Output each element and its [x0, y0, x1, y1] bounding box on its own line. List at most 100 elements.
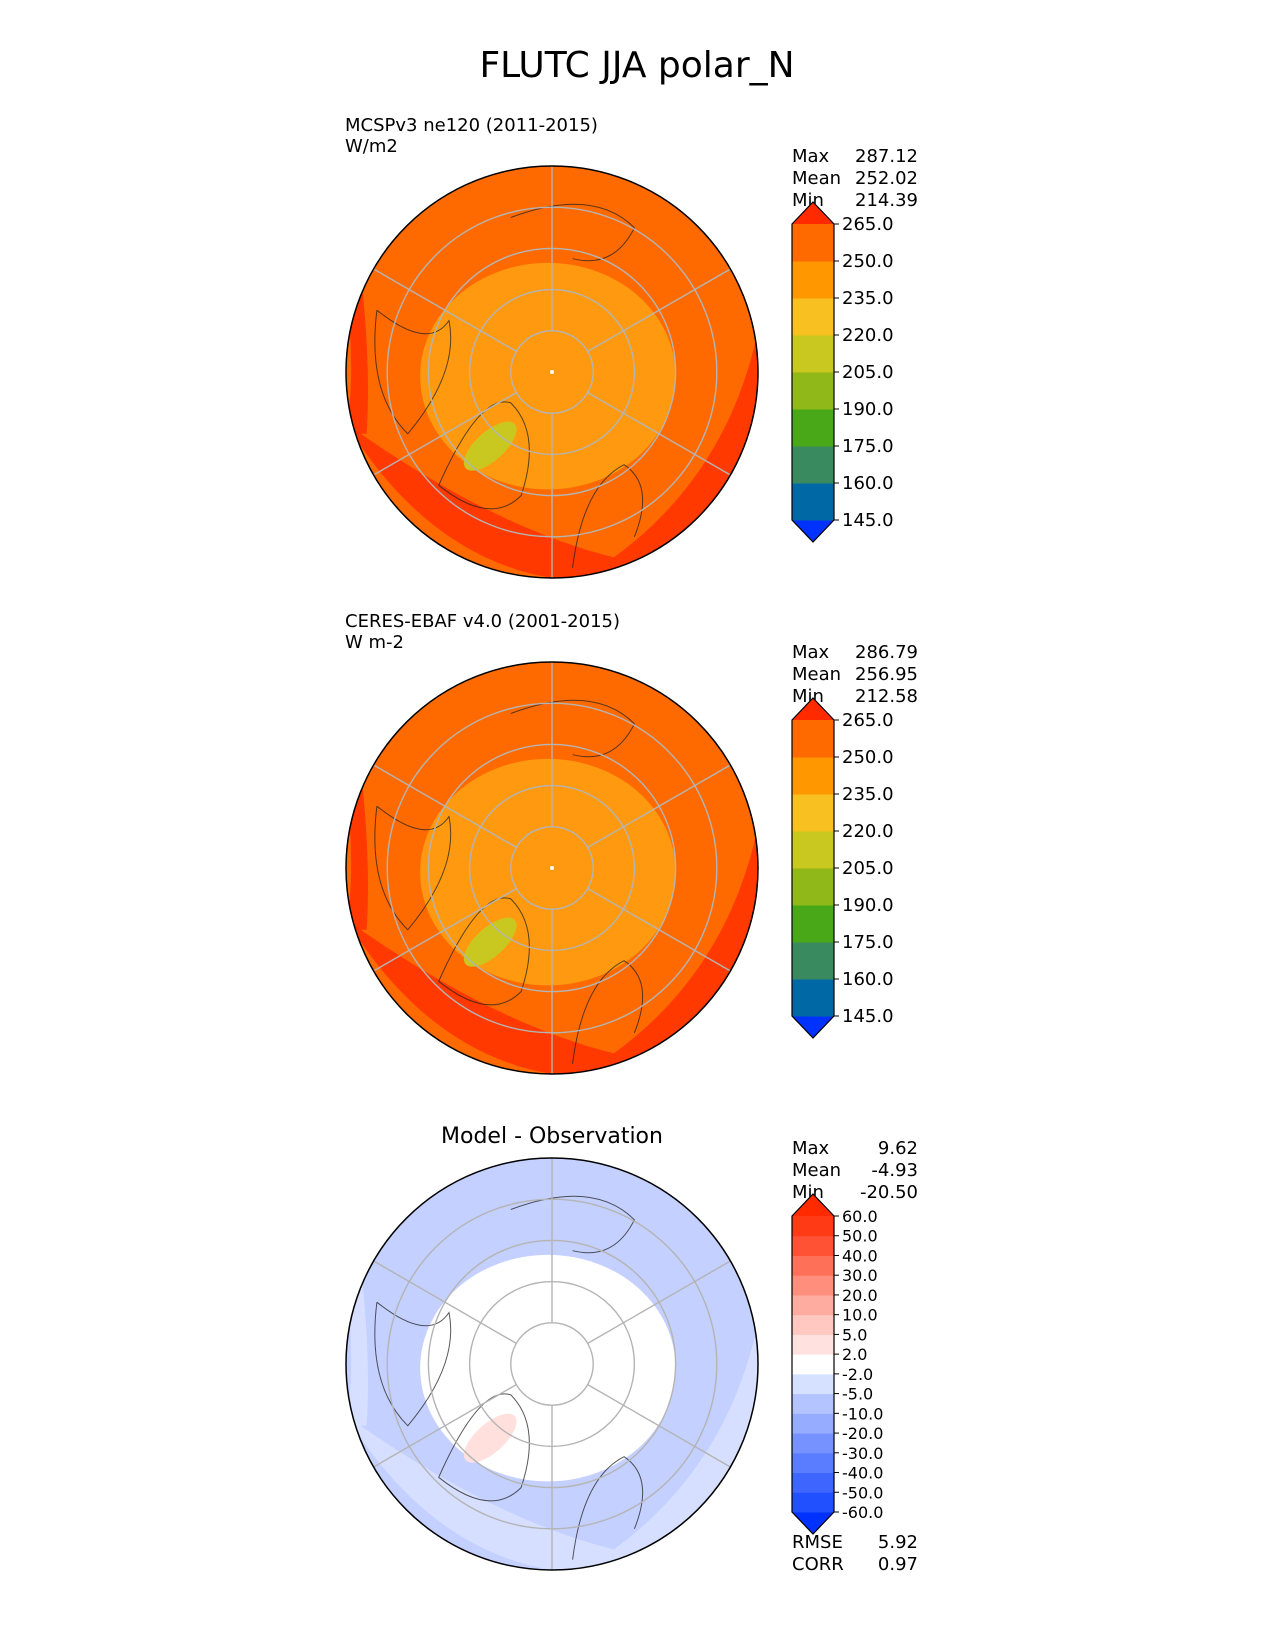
- colorbar-tick-label: 5.0: [842, 1325, 867, 1344]
- colorbar-tick-label: 190.0: [842, 399, 894, 420]
- panel-observation: CERES-EBAF v4.0 (2001-2015) W m-2 Max 28…: [345, 611, 918, 1075]
- coastline-canada: [374, 1301, 452, 1427]
- stat-label: Mean: [792, 168, 841, 189]
- colorbar-segment: [792, 942, 834, 980]
- colorbar-tick-label: 145.0: [842, 510, 894, 531]
- colorbar-difference: -60.0-50.0-40.0-30.0-20.0-10.0-5.0-2.02.…: [791, 1193, 883, 1535]
- colorbar-segment: [792, 261, 834, 299]
- coastline-siberia: [510, 699, 636, 758]
- panel-observation-stats: Max 286.79 Mean 256.95 Min 212.58: [792, 642, 918, 707]
- colorbar-tick-label: 60.0: [842, 1207, 878, 1226]
- colorbar-segment: [792, 1452, 834, 1474]
- meridian-line: [373, 887, 517, 972]
- stat-value: 256.95: [855, 664, 918, 685]
- polar-map-model: [345, 165, 759, 579]
- colorbar-tick-label: 190.0: [842, 895, 894, 916]
- map-boundary: [345, 165, 759, 579]
- meridian-line: [587, 764, 731, 849]
- metric-value: 5.92: [878, 1532, 918, 1553]
- colorbar-tick-label: 235.0: [842, 288, 894, 309]
- colorbar-tick-label: -60.0: [842, 1503, 883, 1522]
- coastline-scandinavia: [572, 464, 644, 568]
- colorbar-tick-label: 175.0: [842, 932, 894, 953]
- panel-model: MCSPv3 ne120 (2011-2015) W/m2 Max 287.12…: [345, 115, 918, 579]
- colorbar-tick-label: -20.0: [842, 1424, 883, 1443]
- colorbar-tick-label: 220.0: [842, 821, 894, 842]
- colorbar-segment: [792, 1472, 834, 1493]
- colorbar-tick-label: -2.0: [842, 1365, 873, 1384]
- colorbar-tick-label: 265.0: [842, 710, 894, 731]
- colorbar-tick-label: 160.0: [842, 473, 894, 494]
- stat-value: 9.62: [878, 1138, 918, 1159]
- panel-observation-units: W m-2: [345, 632, 404, 653]
- colorbar-tick-label: 205.0: [842, 362, 894, 383]
- colorbar-segment: [792, 757, 834, 795]
- colorbar-tick-label: 250.0: [842, 747, 894, 768]
- panel-model-stats: Max 287.12 Mean 252.02 Min 214.39: [792, 146, 918, 211]
- colorbar-tick-label: 250.0: [842, 251, 894, 272]
- meridian-line: [587, 268, 731, 353]
- meridian-line: [373, 268, 517, 353]
- colorbar-tick-label: 40.0: [842, 1246, 878, 1265]
- colorbar-segment: [792, 372, 834, 410]
- graticule: [373, 1158, 731, 1570]
- coastline-scandinavia: [572, 1456, 644, 1560]
- colorbar-tick-label: -30.0: [842, 1444, 883, 1463]
- meridian-line: [587, 391, 731, 476]
- colorbar-tick-label: 220.0: [842, 325, 894, 346]
- coastline-greenland: [438, 401, 530, 510]
- metric-label: CORR: [792, 1554, 844, 1575]
- field-greenland: [463, 421, 517, 471]
- field-greenland: [463, 917, 517, 967]
- colorbar-tick-label: -10.0: [842, 1404, 883, 1423]
- stat-label: Max: [792, 642, 830, 663]
- colorbar-segment: [792, 1235, 834, 1256]
- colorbar-extend-min: [792, 1016, 834, 1038]
- colorbar-model: 145.0 160.0 175.0 190.0 205.0 220.0 235.0 250.0…: [791, 201, 894, 543]
- figure-title: FLUTC JJA polar_N: [479, 45, 794, 86]
- panel-difference: Model - Observation Max 9.62 Mean -4.93 …: [345, 1124, 918, 1575]
- colorbar-observation: 145.0 160.0 175.0 190.0 205.0 220.0 235.0 250.0…: [791, 697, 894, 1039]
- meridian-line: [373, 1260, 517, 1345]
- polar-map-observation: [345, 661, 759, 1075]
- colorbar-tick-label: 235.0: [842, 784, 894, 805]
- colorbar-segment: [792, 1373, 834, 1395]
- stat-label: Max: [792, 146, 830, 167]
- meridian-line: [373, 391, 517, 476]
- colorbar-extend-max: [792, 1194, 834, 1216]
- colorbar-segment: [792, 446, 834, 484]
- panel-difference-stats: Max 9.62 Mean -4.93 Min -20.50: [792, 1138, 918, 1203]
- panel-model-units: W/m2: [345, 136, 398, 157]
- panel-difference-title: Model - Observation: [441, 1124, 663, 1149]
- colorbar-tick-label: 175.0: [842, 436, 894, 457]
- meridian-line: [373, 764, 517, 849]
- map-boundary: [345, 1157, 759, 1571]
- colorbar-tick-label: 145.0: [842, 1006, 894, 1027]
- colorbar-tick-label: 50.0: [842, 1227, 878, 1246]
- colorbar-segment: [792, 979, 834, 1017]
- colorbar-tick-label: 20.0: [842, 1286, 878, 1305]
- colorbar-segment: [792, 1433, 834, 1454]
- coastline-canada: [374, 805, 452, 931]
- pole-marker: [550, 1362, 554, 1366]
- colorbar-tick-label: 10.0: [842, 1306, 878, 1325]
- colorbar-segment: [792, 1275, 834, 1296]
- panel-observation-title: CERES-EBAF v4.0 (2001-2015): [345, 611, 620, 632]
- colorbar-segment: [792, 1294, 834, 1316]
- field-polar-region: [420, 262, 676, 490]
- colorbar-extend-max: [792, 698, 834, 720]
- pole-marker: [550, 370, 554, 374]
- meridian-line: [587, 1383, 731, 1468]
- colorbar-tick-label: -5.0: [842, 1385, 873, 1404]
- stat-value: -20.50: [860, 1182, 918, 1203]
- stat-value: 286.79: [855, 642, 918, 663]
- pole-marker: [550, 866, 554, 870]
- colorbar-segment: [792, 1255, 834, 1276]
- field-greenland: [463, 1413, 517, 1463]
- colorbar-segment: [792, 335, 834, 373]
- coastline-siberia: [510, 203, 636, 262]
- meridian-line: [373, 1383, 517, 1468]
- stat-label: Mean: [792, 664, 841, 685]
- graticule: [373, 166, 731, 578]
